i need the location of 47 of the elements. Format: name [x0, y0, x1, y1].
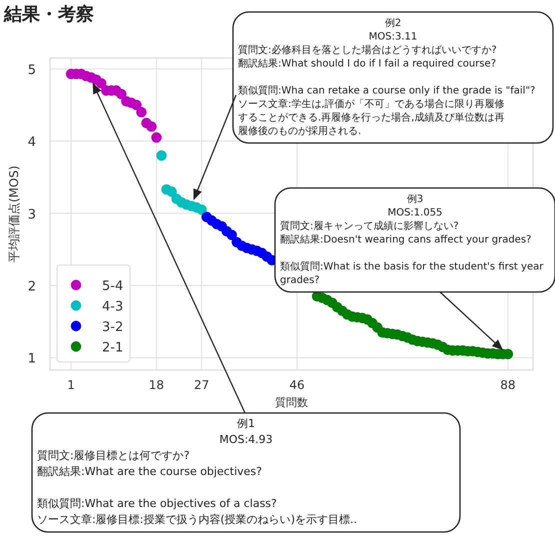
annotation: grades?	[280, 275, 320, 286]
annotation: MOS:1.055	[388, 208, 442, 218]
legend-label: 4-3	[102, 300, 124, 314]
text: 質問文:必修科目を落とした場合はどうすればいいですか?	[238, 45, 497, 56]
annotation: 例3	[406, 194, 424, 205]
y-tick-label: 4	[28, 135, 36, 150]
x-tick-label: 1	[67, 378, 75, 392]
x-axis-title: 質問数	[275, 396, 308, 409]
annotation: 質問文:履キャンって成績に影響しない?	[280, 220, 459, 232]
point	[196, 204, 207, 215]
point	[146, 121, 157, 132]
point	[96, 78, 106, 88]
legend-label: 2-1	[102, 340, 124, 356]
x-tick-label: 27	[194, 378, 210, 392]
y-axis-title: 平均評価点(MOS)	[7, 166, 21, 262]
annotation: することができる.再履修を行った場合,成績及び単位数は再	[238, 112, 504, 124]
point	[131, 100, 142, 110]
annotation: 翻訳結果:What should I do if I fail a required course?	[238, 58, 496, 70]
y-tick-label: 5	[28, 62, 36, 78]
text: MOS:3.11	[368, 32, 418, 42]
annotation: 履修後のものが採用される.	[238, 125, 362, 137]
point	[116, 88, 126, 100]
annotation: ソース文章:学生は,評価が「不可」である場合に限り再履修	[238, 98, 505, 110]
x-tick-label: 18	[148, 378, 164, 392]
point	[151, 132, 162, 143]
text: MOS:4.93	[219, 433, 273, 446]
point	[166, 186, 177, 197]
text: 翻訳結果:What are the course objectives?	[37, 465, 262, 478]
x-tick-label: 46	[289, 378, 305, 392]
chart-title: 結果・考察	[3, 4, 94, 25]
point	[156, 150, 167, 161]
point	[136, 106, 147, 118]
legend-label: 3-2	[102, 320, 124, 335]
annotation: 翻訳結果:Doesn't wearing cans affect your grades?	[280, 234, 532, 246]
text: 例1	[237, 417, 255, 430]
legend-label: 5-4	[102, 279, 124, 294]
text: 類似質問:What are the objectives of a class?	[37, 497, 278, 510]
annotation: 類似質問:Wha can retake a course only if the grade is "fail"?	[238, 84, 536, 96]
y-tick-label: 1	[28, 352, 36, 367]
text: 質問文:履修目標とは何ですか?	[37, 449, 190, 462]
point	[226, 230, 237, 240]
y-tick-label: 3	[28, 207, 36, 222]
x-tick-label: 88	[500, 378, 516, 392]
text: ソース文章:履修目標:授業で扱う内容(授業のねらい)を示す目標..	[37, 513, 357, 526]
text: 例2	[384, 18, 402, 29]
y-tick-label: 2	[28, 280, 36, 294]
annotation: 類似質問:What is the basis for the student's first year	[280, 260, 544, 272]
